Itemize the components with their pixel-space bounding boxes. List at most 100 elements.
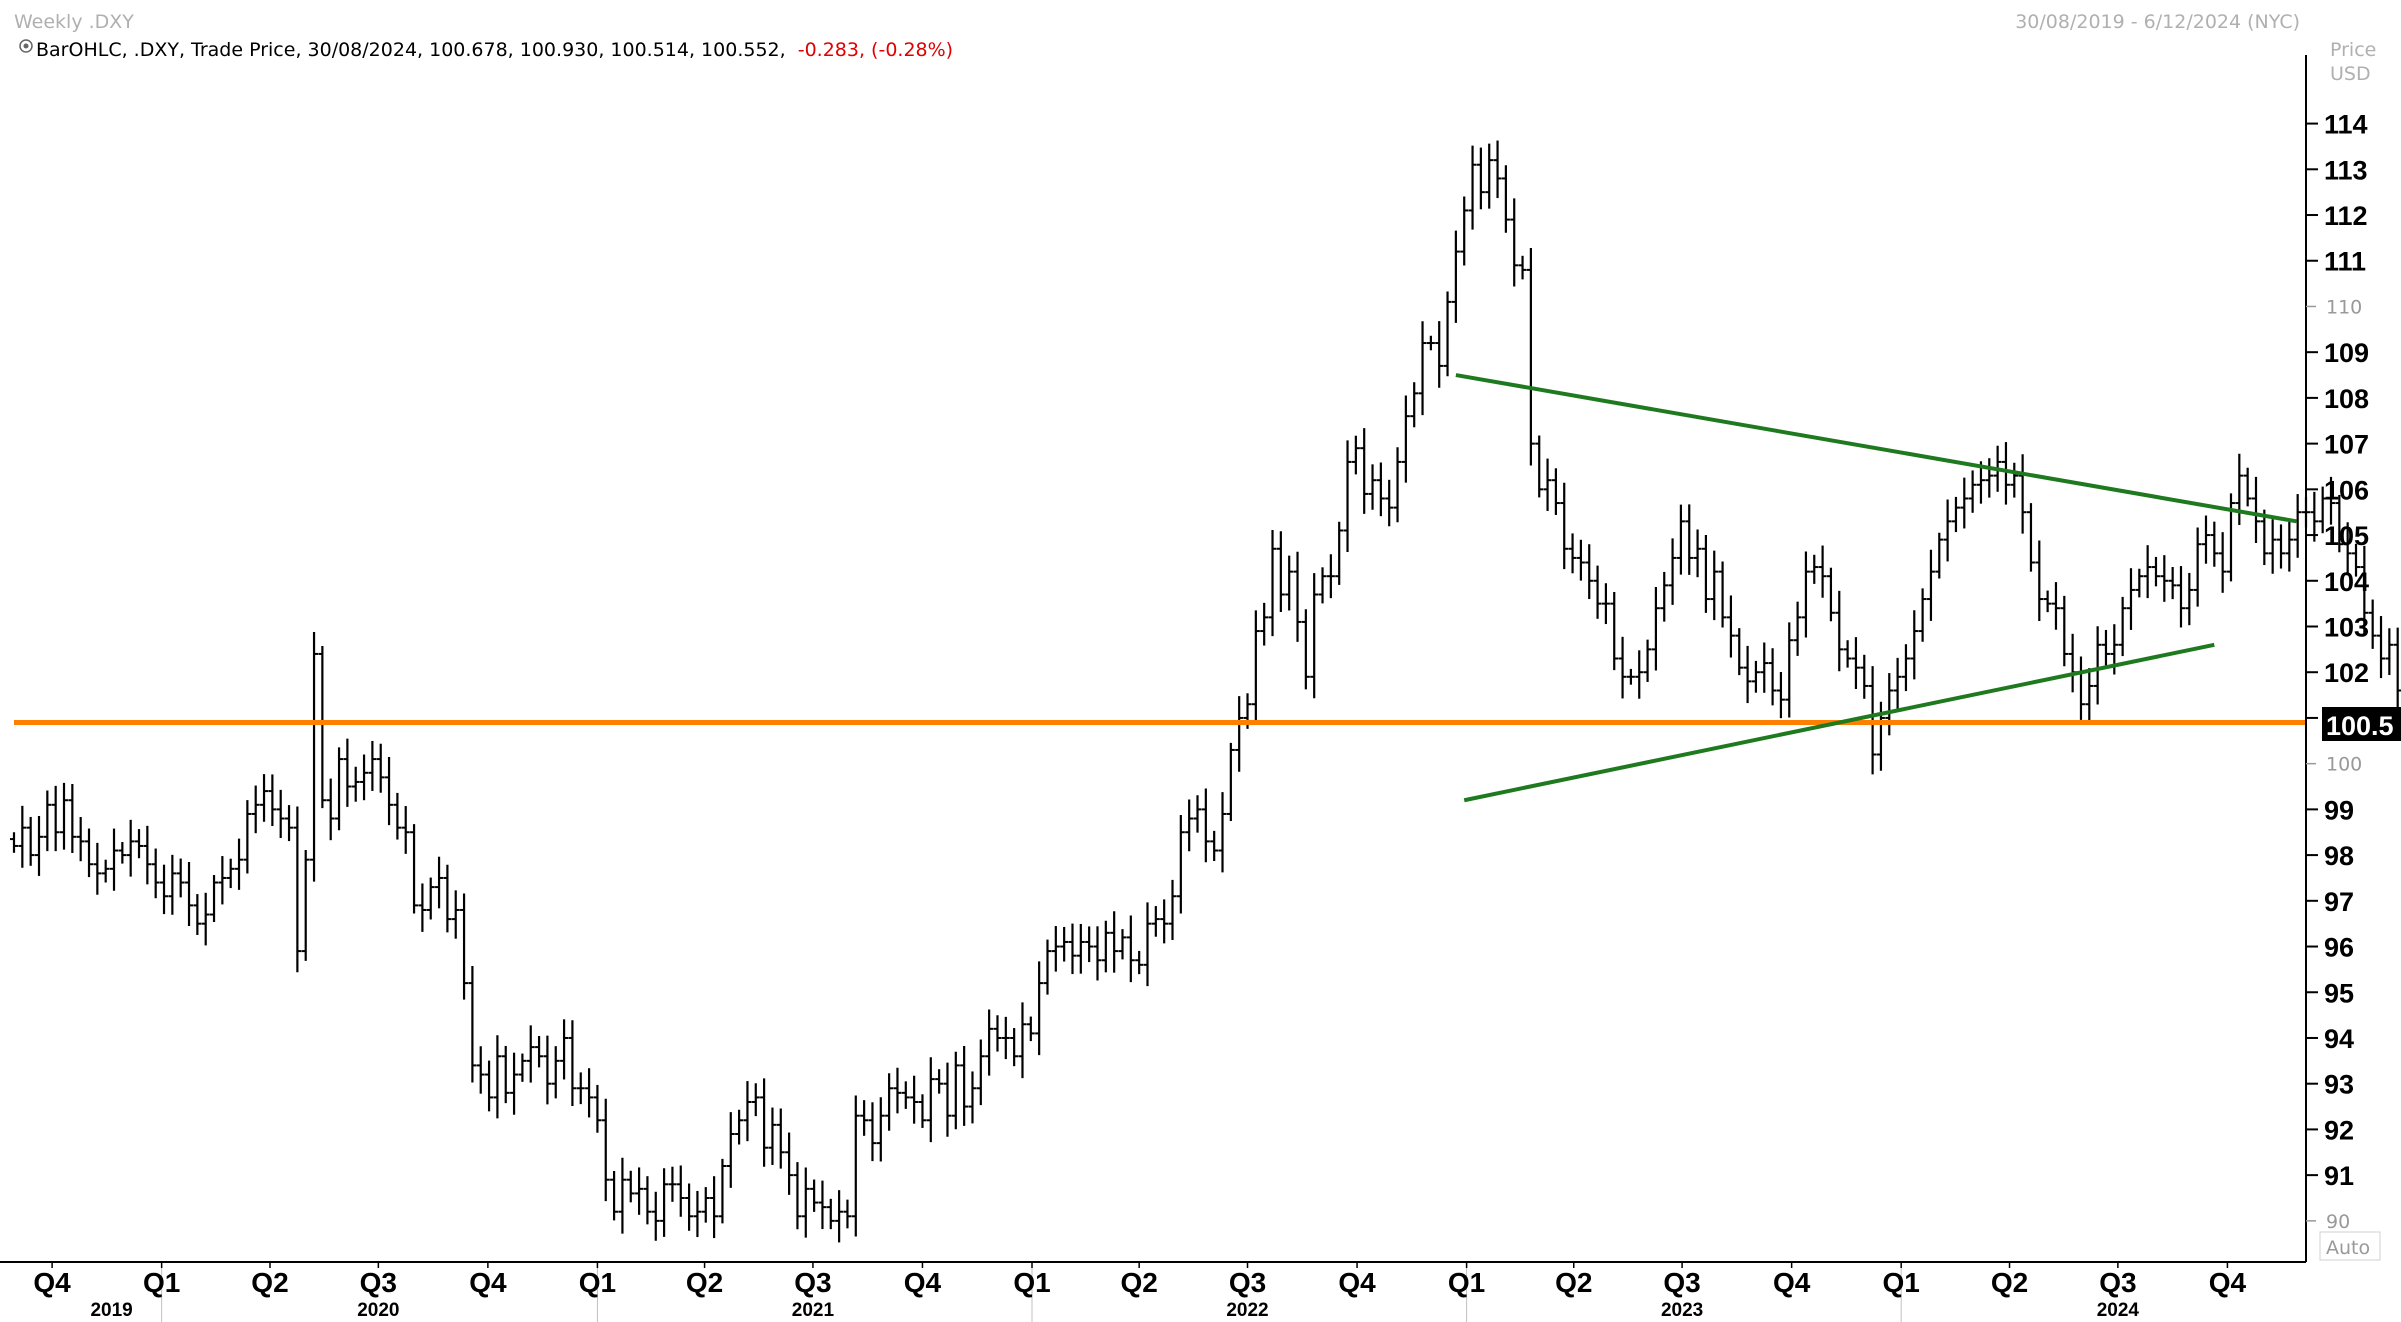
ohlc-bar	[1918, 588, 1927, 642]
ohlc-bar	[2160, 555, 2169, 602]
ohlc-bar	[501, 1045, 510, 1104]
ohlc-bar	[1010, 1028, 1019, 1067]
ohlc-bar	[2135, 568, 2144, 598]
ohlc-bar	[2335, 494, 2344, 553]
year-separators	[161, 1262, 1902, 1322]
ohlc-bar	[951, 1051, 960, 1130]
trend-lines	[14, 373, 2306, 803]
y-tick-label-minor: 110	[2326, 296, 2362, 318]
ohlc-bar	[701, 1187, 710, 1223]
ohlc-bar	[43, 790, 52, 852]
ohlc-bar	[718, 1158, 727, 1224]
ohlc-bar	[2210, 521, 2219, 567]
ohlc-bar	[976, 1039, 985, 1106]
ohlc-bar	[743, 1081, 752, 1142]
ohlc-bar	[2360, 545, 2369, 635]
ohlc-bar	[851, 1095, 860, 1237]
ohlc-bar	[1951, 496, 1960, 533]
y-tick-label: 97	[2324, 887, 2354, 917]
ohlc-bar	[1960, 477, 1969, 529]
ohlc-bar	[368, 740, 377, 791]
ohlc-bar	[818, 1180, 827, 1230]
ohlc-bar	[776, 1108, 785, 1169]
ohlc-bar	[710, 1176, 719, 1239]
ohlc-bar	[2035, 540, 2044, 622]
ohlc-bar	[2168, 566, 2177, 600]
ohlc-bar	[1818, 545, 1827, 598]
ohlc-bar	[626, 1170, 635, 1203]
quarter-label: Q3	[794, 1267, 831, 1298]
ohlc-bar	[1801, 551, 1810, 638]
ohlc-bar	[1368, 464, 1377, 510]
ohlc-bar	[1910, 610, 1919, 680]
ohlc-bar	[1143, 902, 1152, 987]
ohlc-bar	[426, 877, 435, 920]
ohlc-bar	[1593, 565, 1602, 619]
ohlc-bar	[1051, 926, 1060, 972]
ohlc-bar	[1893, 657, 1902, 710]
ohlc-bar	[960, 1046, 969, 1126]
ohlc-bar	[785, 1132, 794, 1195]
ohlc-bar	[1351, 435, 1360, 475]
ohlc-bar	[1851, 637, 1860, 690]
ohlc-bar	[276, 789, 285, 839]
ohlc-bar	[568, 1020, 577, 1106]
ohlc-bar	[160, 864, 169, 915]
y-tick-label: 113	[2324, 155, 2368, 185]
ohlc-bar	[1201, 788, 1210, 863]
ohlc-bar	[868, 1102, 877, 1162]
ohlc-bar	[1810, 554, 1819, 584]
ohlc-bar	[2118, 596, 2127, 657]
ohlc-bar	[2176, 566, 2185, 628]
trend-line-upper	[1455, 373, 2297, 524]
ohlc-bar	[1926, 549, 1935, 621]
ohlc-bar	[751, 1083, 760, 1117]
ohlc-bar	[885, 1073, 894, 1131]
ohlc-bar	[385, 757, 394, 826]
ohlc-bar	[1276, 531, 1285, 613]
ohlc-bar	[1535, 435, 1544, 498]
ohlc-bar	[1326, 554, 1335, 599]
ohlc-bar	[1501, 165, 1510, 233]
legend-marker-icon[interactable]	[19, 39, 33, 53]
y-tick-label: 96	[2324, 933, 2354, 963]
ohlc-bar	[1860, 654, 1869, 699]
ohlc-bar	[251, 785, 260, 834]
ohlc-bar	[1735, 628, 1744, 676]
ohlc-bar	[1451, 230, 1460, 323]
ohlc-bar	[2343, 522, 2352, 576]
ohlc-bar	[326, 778, 335, 841]
ohlc-bar	[1643, 639, 1652, 682]
ohlc-bar	[1068, 923, 1077, 975]
y-tick-label: 98	[2324, 841, 2354, 871]
ohlc-bar	[176, 858, 185, 898]
y-tick-label: 114	[2324, 110, 2368, 140]
ohlc-bar	[543, 1035, 552, 1105]
ohlc-bar	[1026, 1016, 1035, 1042]
ohlc-bar	[235, 838, 244, 890]
ohlc-bar	[1626, 668, 1635, 685]
ohlc-bar	[1560, 482, 1569, 570]
y-tick-label: 111	[2324, 247, 2366, 277]
ohlc-bar	[1268, 529, 1277, 637]
ohlc-bar	[526, 1025, 535, 1083]
ohlc-bar	[601, 1098, 610, 1202]
ohlc-bar	[26, 816, 35, 866]
legend-marker-dot	[23, 43, 29, 49]
ohlc-bar	[935, 1069, 944, 1094]
ohlc-bar	[135, 829, 144, 859]
y-tick-label: 102	[2324, 658, 2369, 688]
quarter-label: Q1	[143, 1267, 180, 1298]
ohlc-bar	[2151, 556, 2160, 587]
ohlc-bar	[1160, 899, 1169, 944]
ohlc-bar	[2126, 568, 2135, 630]
ohlc-bar	[693, 1190, 702, 1238]
ohlc-bar	[1901, 644, 1910, 692]
ohlc-bar	[801, 1167, 810, 1238]
ohlc-bar	[793, 1162, 802, 1230]
y-tick-label-minor: 90	[2326, 1211, 2350, 1233]
y-tick-label: 91	[2324, 1161, 2354, 1191]
ohlc-bar	[918, 1094, 927, 1128]
auto-scale-button[interactable]	[2319, 1231, 2381, 1261]
ohlc-bar	[1376, 462, 1385, 517]
